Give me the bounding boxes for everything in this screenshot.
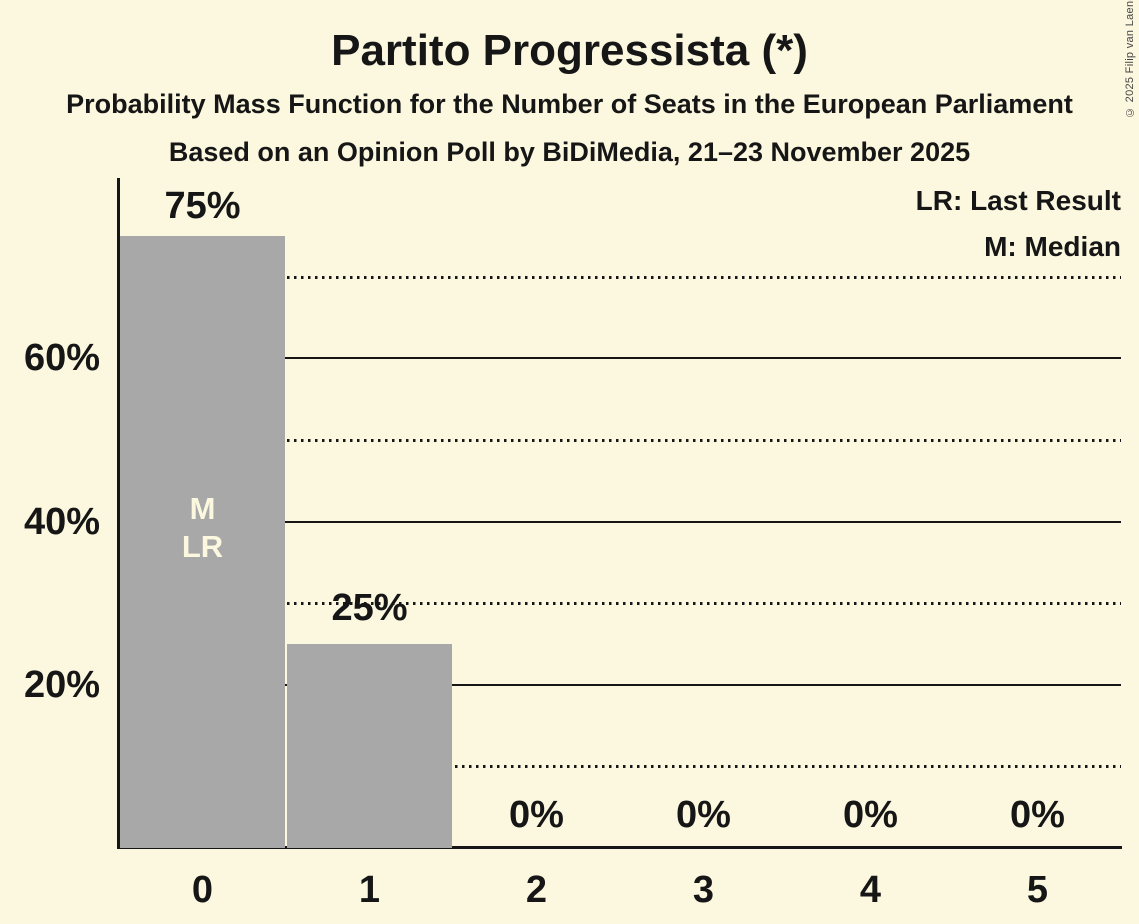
x-tick-label-1: 1 xyxy=(358,869,381,911)
value-label-seats-4: 0% xyxy=(843,794,898,836)
gridline-20pct xyxy=(119,684,1121,686)
x-tick-label-3: 3 xyxy=(692,869,715,911)
x-tick-label-2: 2 xyxy=(525,869,548,911)
median-marker: M xyxy=(189,491,216,526)
value-label-seats-3: 0% xyxy=(676,794,731,836)
x-tick-label-5: 5 xyxy=(1026,869,1049,911)
value-label-seats-0: 75% xyxy=(164,185,241,227)
bar-seats-1 xyxy=(287,644,452,848)
median-last-result-annotation: M LR xyxy=(120,490,285,566)
y-axis-line xyxy=(117,178,120,849)
copyright-notice: © 2025 Filip van Laenen xyxy=(1124,0,1136,118)
value-label-seats-5: 0% xyxy=(1010,794,1065,836)
last-result-marker: LR xyxy=(181,529,224,564)
bar-seats-0 xyxy=(120,236,285,848)
chart-subtitle: Probability Mass Function for the Number… xyxy=(66,89,1073,119)
x-axis-line xyxy=(117,846,1122,849)
x-tick-label-4: 4 xyxy=(859,869,882,911)
x-tick-label-0: 0 xyxy=(191,869,214,911)
legend-last-result-label: LR: Last Result xyxy=(915,185,1121,216)
value-label-seats-2: 0% xyxy=(509,794,564,836)
gridline-40pct xyxy=(119,521,1121,523)
gridline-30pct xyxy=(119,602,1121,605)
y-tick-label-40: 40% xyxy=(23,501,100,543)
chart-source-subtitle: Based on an Opinion Poll by BiDiMedia, 2… xyxy=(168,137,971,167)
gridline-50pct xyxy=(119,439,1121,442)
gridline-60pct xyxy=(119,357,1121,359)
y-tick-label-20: 20% xyxy=(23,664,100,706)
chart-title: Partito Progressista (*) xyxy=(331,26,808,75)
legend-median-label: M: Median xyxy=(984,231,1121,262)
value-label-seats-1: 25% xyxy=(331,587,408,629)
y-tick-label-60: 60% xyxy=(23,337,100,379)
gridline-10pct xyxy=(119,765,1121,768)
gridline-70pct xyxy=(119,276,1121,279)
